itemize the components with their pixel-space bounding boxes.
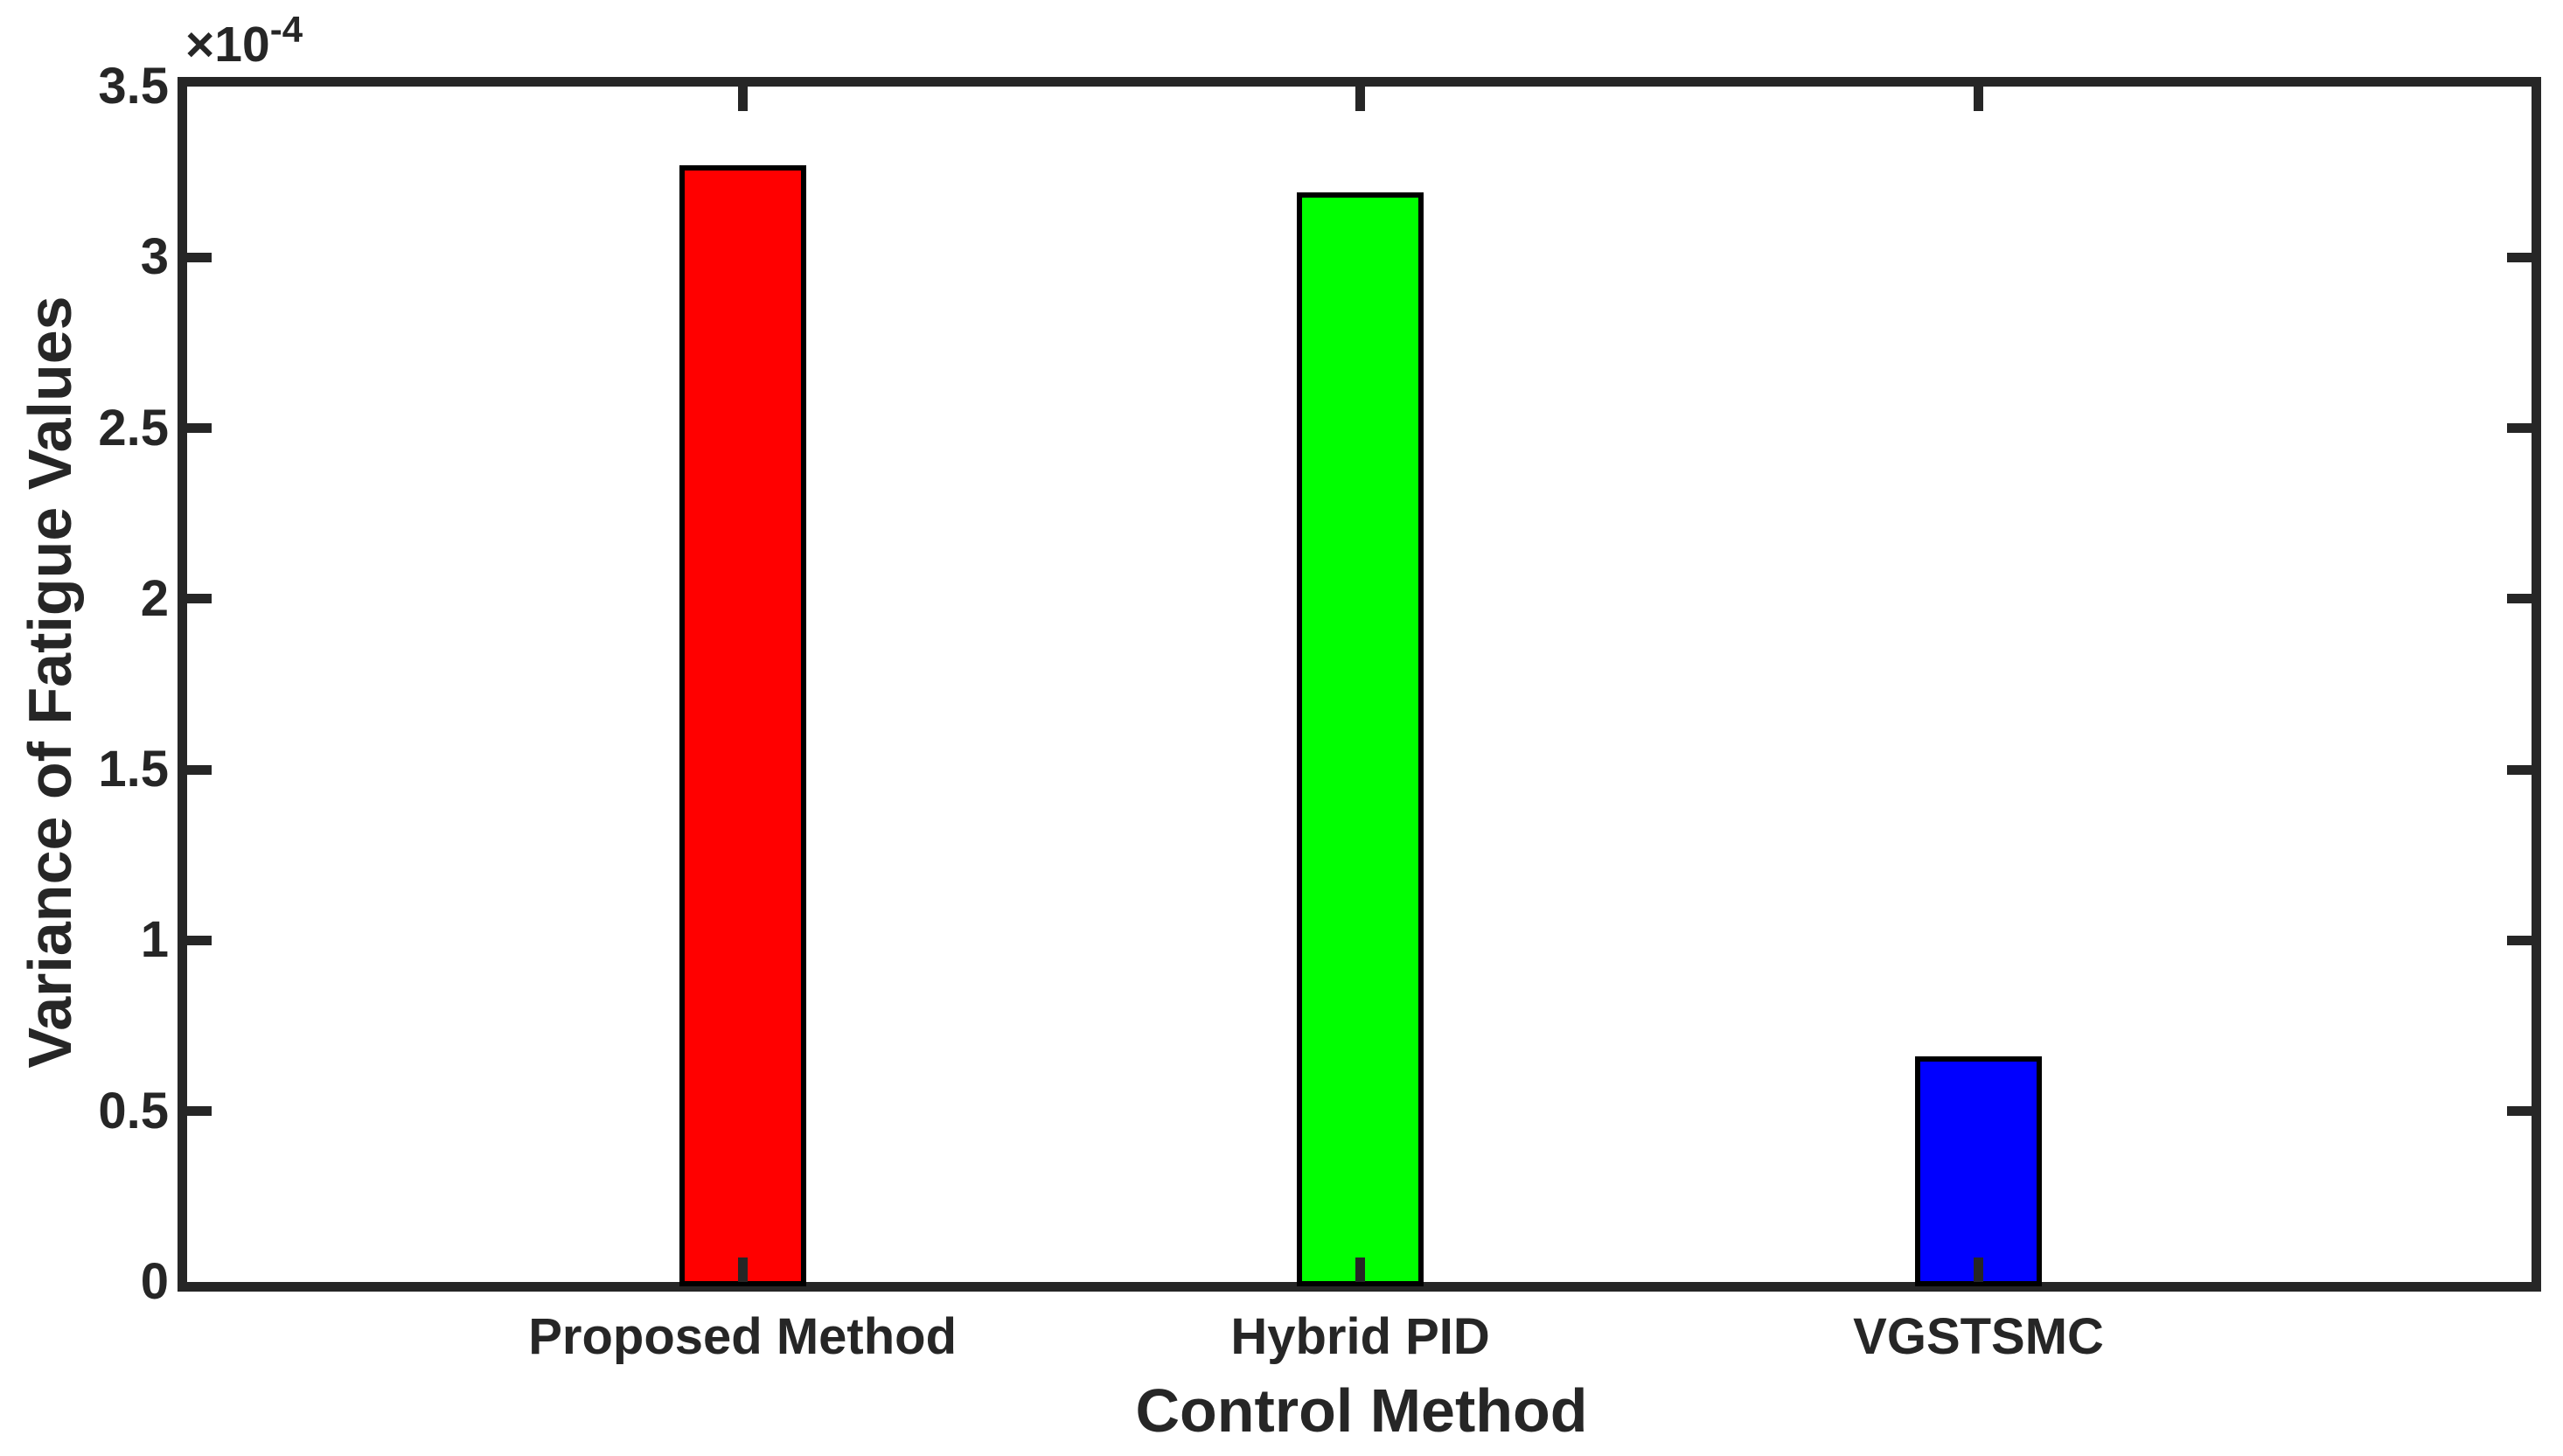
y-tick-label-2_5: 2.5 [98, 399, 169, 456]
x-tick-mark-top [1974, 87, 1984, 111]
y-tick-mark-left [187, 594, 212, 604]
x-tick-label-proposed-method: Proposed Method [528, 1308, 958, 1365]
x-tick-mark-top [737, 87, 748, 111]
y-tick-label-1_5: 1.5 [98, 741, 169, 798]
y-tick-mark-right [2507, 1106, 2532, 1117]
y-tick-label-3_5: 3.5 [98, 58, 169, 115]
y-tick-mark-right [2507, 423, 2532, 434]
y-tick-label-0: 0 [140, 1253, 169, 1310]
bar-proposed-method [679, 164, 806, 1286]
x-tick-mark-bottom [1355, 1257, 1366, 1282]
y-axis-exponent-label: ×10-4 [185, 9, 303, 73]
y-tick-mark-left [187, 423, 212, 434]
y-tick-mark-left [187, 252, 212, 262]
exponent-power: -4 [269, 9, 303, 50]
y-tick-mark-left [187, 764, 212, 775]
y-tick-label-3: 3 [140, 228, 169, 286]
x-axis-label: Control Method [1135, 1376, 1588, 1445]
y-tick-mark-right [2507, 764, 2532, 775]
y-tick-mark-right [2507, 935, 2532, 945]
x-tick-mark-bottom [737, 1257, 748, 1282]
y-tick-label-2: 2 [140, 569, 169, 627]
y-tick-mark-left [187, 935, 212, 945]
bar-vgstsmc [1915, 1056, 2043, 1286]
y-tick-mark-left [187, 1106, 212, 1117]
exponent-base: ×10 [185, 17, 270, 73]
y-tick-label-1: 1 [140, 911, 169, 969]
y-tick-label-0_5: 0.5 [98, 1082, 169, 1139]
x-tick-label-vgstsmc: VGSTSMC [1853, 1308, 2104, 1365]
x-tick-label-hybrid-pid: Hybrid PID [1230, 1308, 1490, 1365]
x-tick-mark-bottom [1974, 1257, 1984, 1282]
y-tick-mark-right [2507, 594, 2532, 604]
y-tick-mark-right [2507, 252, 2532, 262]
x-tick-mark-top [1355, 87, 1366, 111]
bar-hybrid-pid [1297, 192, 1424, 1286]
